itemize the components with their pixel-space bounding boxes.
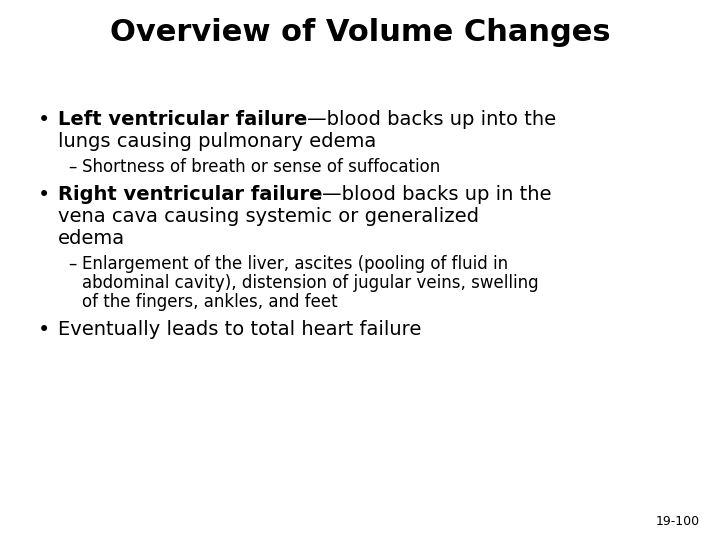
Text: Shortness of breath or sense of suffocation: Shortness of breath or sense of suffocat… <box>82 158 440 176</box>
Text: Enlargement of the liver, ascites (pooling of fluid in: Enlargement of the liver, ascites (pooli… <box>82 255 508 273</box>
Text: 19-100: 19-100 <box>656 515 700 528</box>
Text: —blood backs up into the: —blood backs up into the <box>307 110 557 129</box>
Text: of the fingers, ankles, and feet: of the fingers, ankles, and feet <box>82 293 338 311</box>
Text: lungs causing pulmonary edema: lungs causing pulmonary edema <box>58 132 377 151</box>
Text: •: • <box>38 110 50 130</box>
Text: •: • <box>38 185 50 205</box>
Text: Right ventricular failure: Right ventricular failure <box>58 185 323 204</box>
Text: vena cava causing systemic or generalized: vena cava causing systemic or generalize… <box>58 207 479 226</box>
Text: Left ventricular failure: Left ventricular failure <box>58 110 307 129</box>
Text: Overview of Volume Changes: Overview of Volume Changes <box>109 18 611 47</box>
Text: –: – <box>68 158 76 176</box>
Text: –: – <box>68 255 76 273</box>
Text: abdominal cavity), distension of jugular veins, swelling: abdominal cavity), distension of jugular… <box>82 274 539 292</box>
Text: Eventually leads to total heart failure: Eventually leads to total heart failure <box>58 320 421 339</box>
Text: edema: edema <box>58 229 125 248</box>
Text: —blood backs up in the: —blood backs up in the <box>323 185 552 204</box>
Text: •: • <box>38 320 50 340</box>
